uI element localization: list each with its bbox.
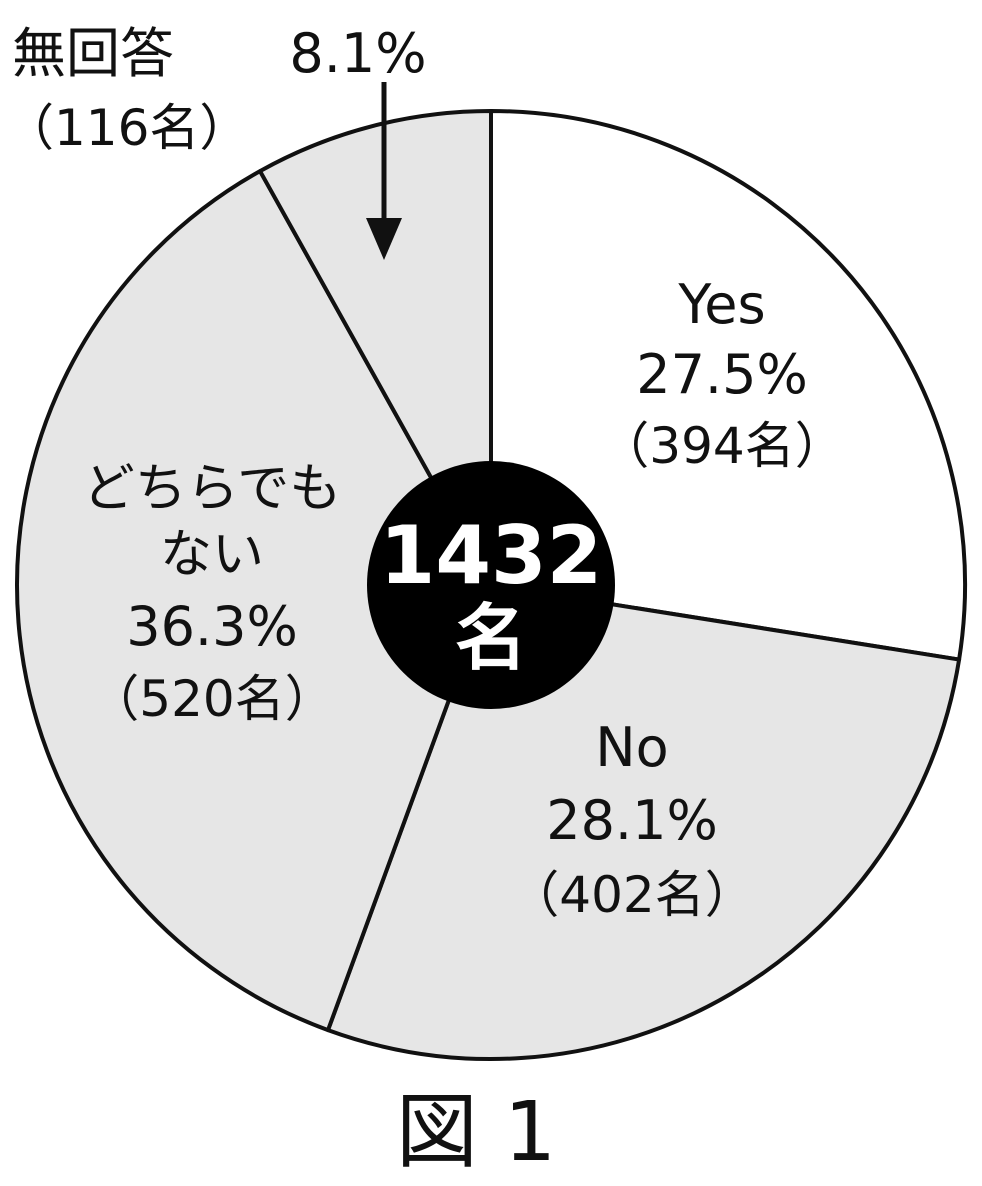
slice-percent-neither: 36.3%: [126, 595, 298, 658]
slice-count-yes: （394名）: [599, 417, 844, 475]
figure-caption: 図 1: [396, 1085, 556, 1180]
pie-slice-2: [14, 169, 493, 1033]
pie-slice-3: [258, 109, 493, 587]
slice-label-neither-line: どちらでも: [83, 459, 341, 519]
slice-count-no-answer: （116名）: [4, 99, 249, 157]
center-total-badge: [367, 461, 615, 709]
slice-count-neither: （520名）: [89, 670, 334, 728]
center-total-number: 1432: [380, 509, 603, 602]
slice-label-yes: Yes: [677, 273, 765, 336]
slice-percent-no: 28.1%: [546, 789, 718, 852]
slice-label-neither-line: ない: [160, 525, 264, 585]
slice-count-no: （402名）: [509, 866, 754, 924]
no-answer-arrow-head: [366, 218, 402, 260]
slice-percent-no-answer: 8.1%: [289, 22, 426, 85]
slice-label-no-answer: 無回答: [12, 22, 174, 85]
slice-label-no: No: [595, 716, 668, 779]
slice-label-neither: どちらでもない: [83, 459, 341, 585]
pie-slices: [14, 109, 967, 1061]
pie-slice-0: [489, 109, 967, 662]
center-total-unit: 名: [455, 596, 527, 680]
slice-percent-yes: 27.5%: [636, 343, 808, 406]
